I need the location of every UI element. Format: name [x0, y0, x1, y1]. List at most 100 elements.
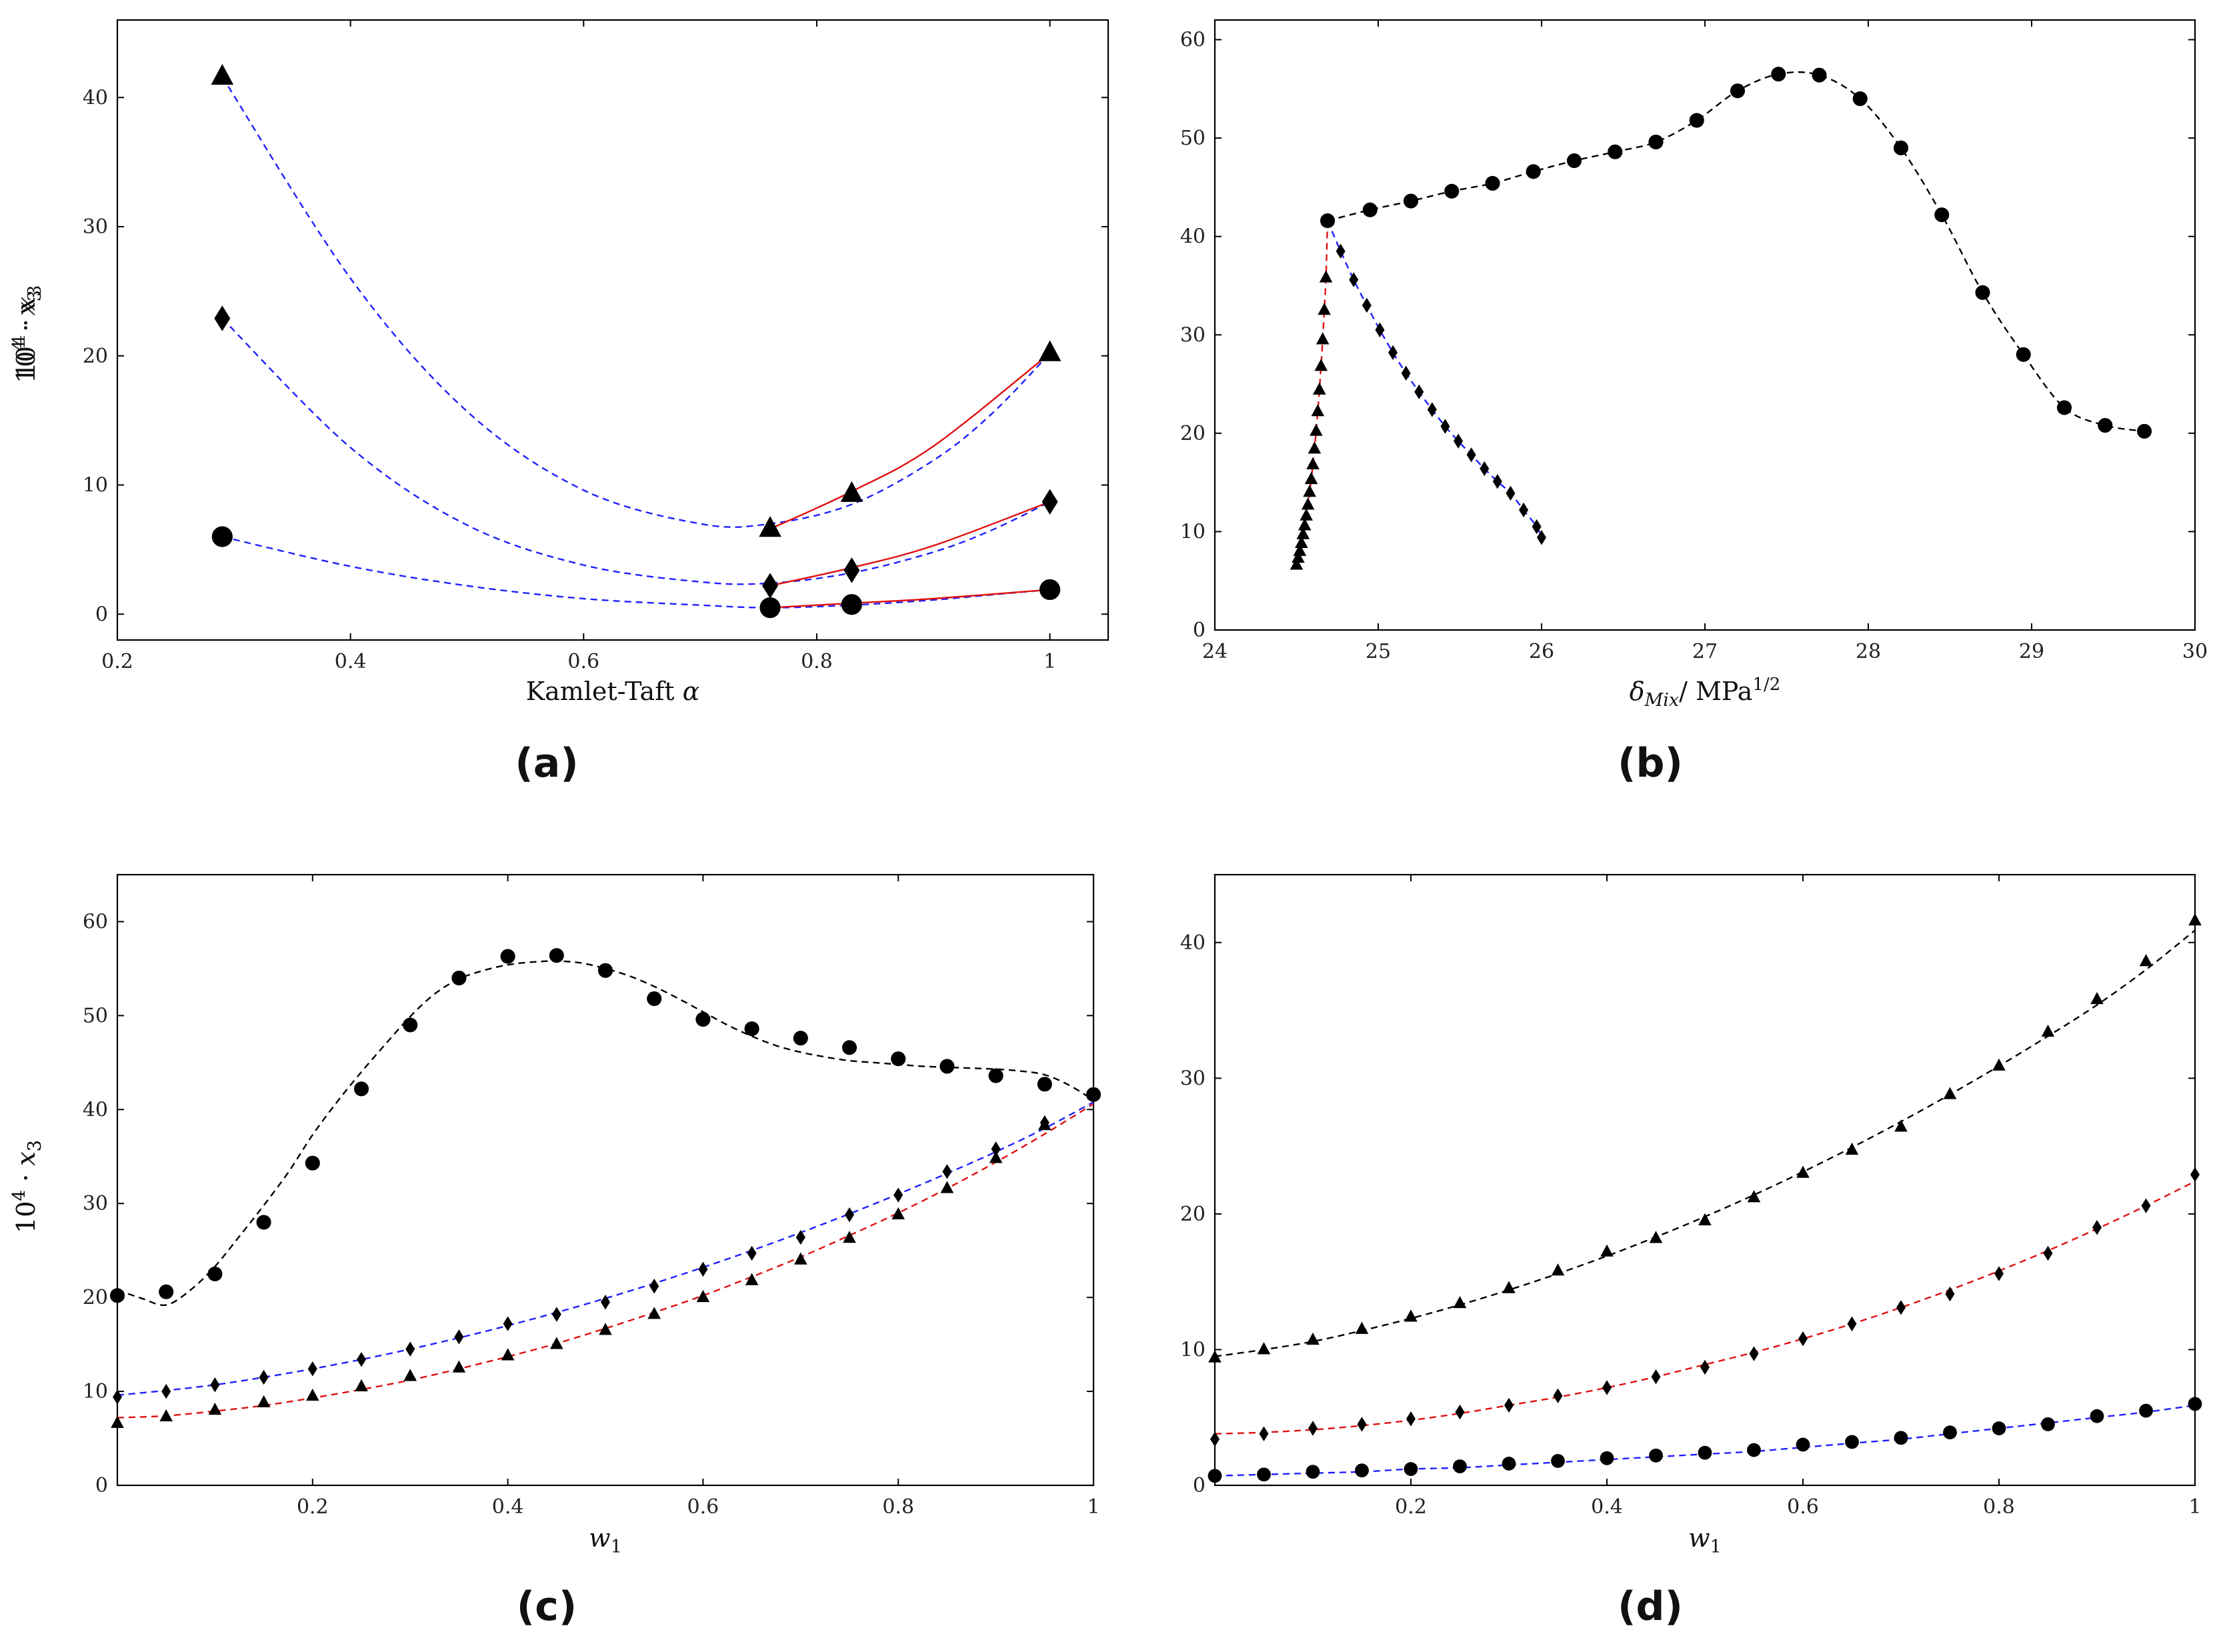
- data-point-triangle-data: [306, 1388, 319, 1401]
- data-point-diamond-data: [1994, 1266, 2004, 1281]
- data-point-circle-data: [1208, 1469, 1222, 1483]
- series-line-triangle-fit-blue: [221, 76, 1051, 528]
- data-point-diamond-data: [1414, 384, 1424, 400]
- data-point-diamond-data: [2043, 1245, 2053, 1261]
- data-point-circle-data: [1771, 67, 1786, 82]
- data-point-circle-data: [647, 991, 662, 1007]
- data-point-triangle-data: [501, 1348, 515, 1361]
- series-line-diamond-fit-blue: [117, 1101, 1093, 1396]
- y-tick-label: 20: [83, 1286, 108, 1309]
- data-point-diamond-data: [795, 1229, 805, 1245]
- series-line-triangle-fit-black: [1215, 929, 2195, 1357]
- x-axis-label: Kamlet-Taft α: [526, 677, 700, 706]
- data-point-triangle-data: [2041, 1024, 2055, 1037]
- series-line-circle-data: [1327, 71, 2145, 433]
- y-tick-label: 10: [1180, 1338, 1206, 1361]
- data-point-triangle-data: [940, 1181, 954, 1193]
- data-point-circle-data: [1502, 1457, 1516, 1471]
- data-point-circle-data: [1893, 140, 1909, 155]
- data-point-triangle-data: [403, 1369, 417, 1381]
- data-point-triangle-data: [1087, 1087, 1100, 1099]
- data-point-circle-data: [109, 1288, 125, 1303]
- data-point-triangle-data: [1796, 1165, 1810, 1178]
- data-point-triangle-data: [211, 63, 234, 85]
- data-point-triangle-data: [1698, 1213, 1712, 1225]
- data-point-diamond-data: [1427, 402, 1437, 417]
- data-point-circle-data: [2139, 1403, 2153, 1418]
- series-line-circle-fit-black: [117, 960, 1093, 1306]
- data-point-triangle-data: [1208, 1350, 1222, 1363]
- data-point-triangle-data: [1304, 471, 1318, 485]
- data-point-diamond-data: [405, 1341, 415, 1357]
- x-axis-label: w1: [589, 1523, 622, 1557]
- y-tick-label: 10: [1180, 520, 1206, 543]
- data-point-diamond-data: [1602, 1380, 1612, 1395]
- y-tick-label: 0: [1193, 1474, 1206, 1497]
- series-line-triangle-fit-red: [769, 352, 1051, 530]
- x-tick-label: 28: [1856, 640, 1881, 663]
- y-tick-label: 0: [95, 1474, 108, 1497]
- data-point-triangle-data: [355, 1379, 368, 1391]
- data-point-circle-data: [1934, 207, 1950, 223]
- series-line-circle-fit-red: [769, 589, 1050, 609]
- data-point-triangle-data: [1306, 457, 1320, 469]
- data-point-diamond-data: [1651, 1369, 1661, 1385]
- data-point-triangle-data: [1310, 423, 1323, 436]
- data-point-circle-data: [1600, 1451, 1614, 1465]
- data-point-circle-data: [1975, 285, 1990, 300]
- data-point-circle-data: [597, 963, 613, 978]
- data-point-circle-data: [1362, 202, 1378, 217]
- data-point-diamond-data: [1259, 1426, 1269, 1441]
- x-tick-label: 30: [2182, 640, 2208, 663]
- series-line-circle-fit-blue: [222, 535, 1050, 609]
- data-point-triangle-data: [257, 1395, 271, 1407]
- data-point-diamond-data: [2092, 1220, 2102, 1235]
- data-point-triangle-data: [1502, 1281, 1516, 1293]
- data-point-circle-data: [2188, 1397, 2202, 1411]
- x-tick-label: 1: [1043, 650, 1056, 673]
- data-point-diamond-data: [161, 1383, 171, 1399]
- data-point-diamond-data: [1455, 1404, 1465, 1420]
- x-tick-label: 26: [1529, 640, 1554, 663]
- data-point-diamond-data: [551, 1307, 561, 1322]
- x-tick-label: 0.2: [101, 650, 133, 673]
- data-point-circle-data: [1812, 67, 1827, 83]
- data-point-diamond-data: [2190, 1167, 2200, 1183]
- data-point-triangle-data: [1038, 1117, 1051, 1131]
- data-point-triangle-data: [1257, 1342, 1271, 1355]
- data-point-triangle-data: [1318, 303, 1331, 315]
- data-point-circle-data: [256, 1215, 271, 1230]
- data-point-diamond-data: [1506, 485, 1516, 501]
- data-point-circle-data: [1403, 193, 1419, 209]
- y-tick-label: 40: [83, 86, 108, 109]
- y-tick-label: 40: [1180, 931, 1206, 955]
- data-point-circle-data: [353, 1081, 369, 1097]
- data-point-diamond-data: [942, 1164, 952, 1179]
- x-tick-label: 0.4: [492, 1495, 524, 1519]
- y-tick-label: 0: [95, 603, 108, 626]
- data-point-diamond-data: [843, 557, 860, 583]
- data-point-triangle-data: [1311, 404, 1325, 417]
- data-point-circle-data: [403, 1017, 418, 1033]
- data-point-circle-data: [1485, 175, 1500, 191]
- data-point-diamond-data: [1454, 433, 1464, 449]
- x-tick-label: 0.8: [882, 1495, 914, 1519]
- data-point-triangle-data: [1992, 1058, 2006, 1071]
- data-point-circle-data: [2090, 1409, 2104, 1423]
- data-point-diamond-data: [259, 1369, 269, 1385]
- y-tick-label: 0: [1193, 619, 1206, 642]
- data-point-triangle-data: [1303, 485, 1316, 497]
- y-tick-label: 20: [1180, 1203, 1206, 1226]
- x-tick-label: 0.4: [1591, 1495, 1623, 1519]
- y-tick-label: 30: [83, 215, 108, 239]
- data-point-diamond-data: [698, 1261, 708, 1277]
- y-tick-label: 50: [83, 1004, 108, 1027]
- data-point-circle-data: [2098, 417, 2113, 433]
- data-point-triangle-data: [1306, 1332, 1320, 1345]
- data-point-diamond-data: [747, 1245, 757, 1261]
- data-point-circle-data: [1852, 91, 1868, 107]
- x-tick-label: 0.8: [1983, 1495, 2015, 1519]
